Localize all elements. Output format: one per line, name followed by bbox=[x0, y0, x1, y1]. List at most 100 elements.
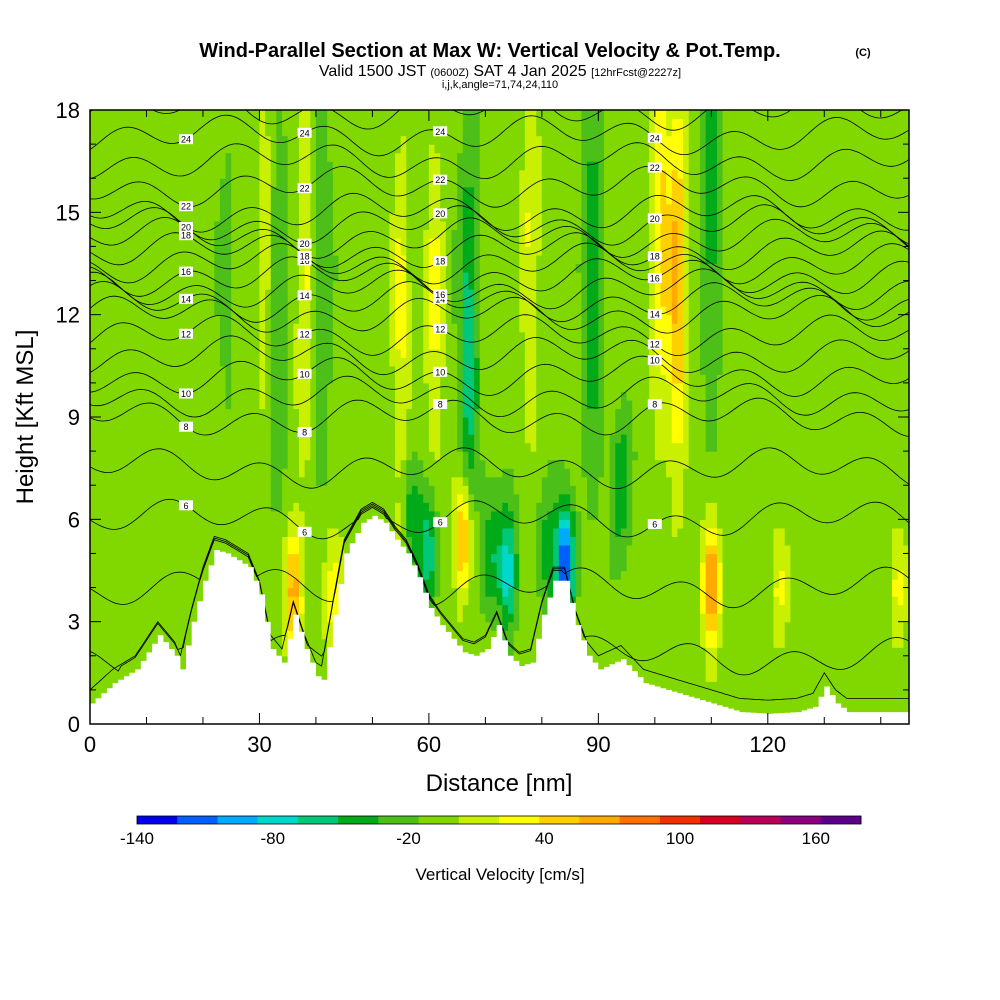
velocity-cell bbox=[214, 135, 221, 145]
velocity-cell bbox=[327, 152, 334, 162]
velocity-cell bbox=[106, 459, 114, 469]
velocity-cell bbox=[332, 306, 340, 316]
velocity-cell bbox=[366, 127, 374, 137]
velocity-cell bbox=[231, 323, 238, 333]
velocity-cell bbox=[440, 186, 447, 196]
velocity-cell bbox=[462, 493, 470, 503]
velocity-cell bbox=[219, 391, 227, 401]
velocity-cell bbox=[293, 272, 300, 282]
velocity-cell bbox=[231, 203, 238, 213]
velocity-cell bbox=[304, 502, 311, 512]
velocity-cell bbox=[440, 553, 447, 563]
velocity-cell bbox=[112, 127, 119, 137]
velocity-cell bbox=[440, 561, 447, 572]
velocity-cell bbox=[219, 297, 227, 307]
velocity-cell bbox=[180, 195, 187, 205]
velocity-cell bbox=[129, 118, 136, 128]
velocity-cell bbox=[259, 459, 266, 469]
velocity-cell bbox=[395, 254, 402, 265]
velocity-cell bbox=[383, 408, 390, 418]
velocity-cell bbox=[344, 118, 351, 128]
velocity-cell bbox=[123, 331, 131, 341]
velocity-cell bbox=[146, 519, 153, 529]
velocity-cell bbox=[146, 127, 153, 137]
velocity-cell bbox=[242, 374, 249, 384]
velocity-cell bbox=[236, 323, 244, 333]
velocity-cell bbox=[163, 579, 170, 589]
velocity-cell bbox=[287, 604, 294, 614]
velocity-cell bbox=[231, 417, 238, 427]
velocity-cell bbox=[338, 365, 345, 375]
velocity-cell bbox=[440, 408, 447, 418]
velocity-cell bbox=[225, 408, 232, 418]
velocity-cell bbox=[112, 493, 119, 503]
velocity-cell bbox=[157, 161, 165, 171]
velocity-cell bbox=[372, 476, 379, 486]
velocity-cell bbox=[474, 391, 481, 401]
velocity-cell bbox=[186, 442, 193, 452]
velocity-cell bbox=[366, 476, 374, 486]
velocity-cell bbox=[361, 340, 368, 350]
velocity-cell bbox=[395, 365, 402, 375]
velocity-cell bbox=[474, 417, 481, 427]
velocity-cell bbox=[423, 152, 430, 162]
velocity-cell bbox=[361, 434, 368, 444]
velocity-cell bbox=[321, 331, 328, 341]
velocity-cell bbox=[270, 570, 277, 580]
velocity-cell bbox=[101, 664, 108, 674]
velocity-cell bbox=[304, 621, 311, 631]
velocity-cell bbox=[152, 587, 159, 597]
velocity-cell bbox=[253, 510, 261, 520]
velocity-cell bbox=[332, 272, 340, 282]
velocity-cell bbox=[214, 246, 221, 256]
velocity-cell bbox=[265, 229, 272, 239]
velocity-cell bbox=[321, 459, 328, 469]
velocity-cell bbox=[372, 246, 379, 256]
velocity-cell bbox=[298, 519, 306, 529]
velocity-cell bbox=[282, 468, 289, 478]
velocity-cell bbox=[361, 289, 368, 299]
velocity-cell bbox=[123, 502, 131, 512]
velocity-cell bbox=[174, 272, 181, 282]
velocity-cell bbox=[389, 220, 396, 230]
velocity-cell bbox=[400, 297, 407, 307]
velocity-cell bbox=[135, 254, 142, 265]
velocity-cell bbox=[214, 263, 221, 273]
velocity-cell bbox=[140, 553, 148, 563]
velocity-cell bbox=[208, 476, 215, 486]
velocity-cell bbox=[287, 502, 294, 512]
velocity-cell bbox=[332, 152, 340, 162]
velocity-cell bbox=[259, 527, 266, 537]
velocity-cell bbox=[304, 459, 311, 469]
velocity-cell bbox=[474, 246, 481, 256]
velocity-cell bbox=[282, 348, 289, 358]
velocity-cell bbox=[253, 425, 261, 435]
velocity-cell bbox=[90, 348, 97, 358]
velocity-cell bbox=[338, 306, 345, 316]
velocity-cell bbox=[219, 459, 227, 469]
velocity-cell bbox=[140, 647, 148, 657]
velocity-cell bbox=[174, 561, 181, 572]
velocity-cell bbox=[366, 110, 374, 120]
velocity-cell bbox=[462, 510, 470, 520]
velocity-cell bbox=[282, 246, 289, 256]
velocity-cell bbox=[135, 161, 142, 171]
velocity-cell bbox=[101, 596, 108, 606]
velocity-cell bbox=[276, 135, 283, 145]
velocity-cell bbox=[135, 110, 142, 120]
velocity-cell bbox=[112, 672, 119, 682]
velocity-cell bbox=[236, 229, 244, 239]
velocity-cell bbox=[231, 178, 238, 188]
velocity-cell bbox=[327, 161, 334, 171]
velocity-cell bbox=[282, 459, 289, 469]
velocity-cell bbox=[118, 468, 125, 478]
velocity-cell bbox=[197, 374, 204, 384]
velocity-cell bbox=[298, 306, 306, 316]
velocity-cell bbox=[349, 195, 357, 205]
velocity-cell bbox=[174, 110, 181, 120]
velocity-cell bbox=[163, 621, 170, 631]
velocity-cell bbox=[202, 570, 210, 580]
velocity-cell bbox=[349, 246, 357, 256]
velocity-cell bbox=[135, 459, 142, 469]
velocity-cell bbox=[191, 536, 198, 546]
